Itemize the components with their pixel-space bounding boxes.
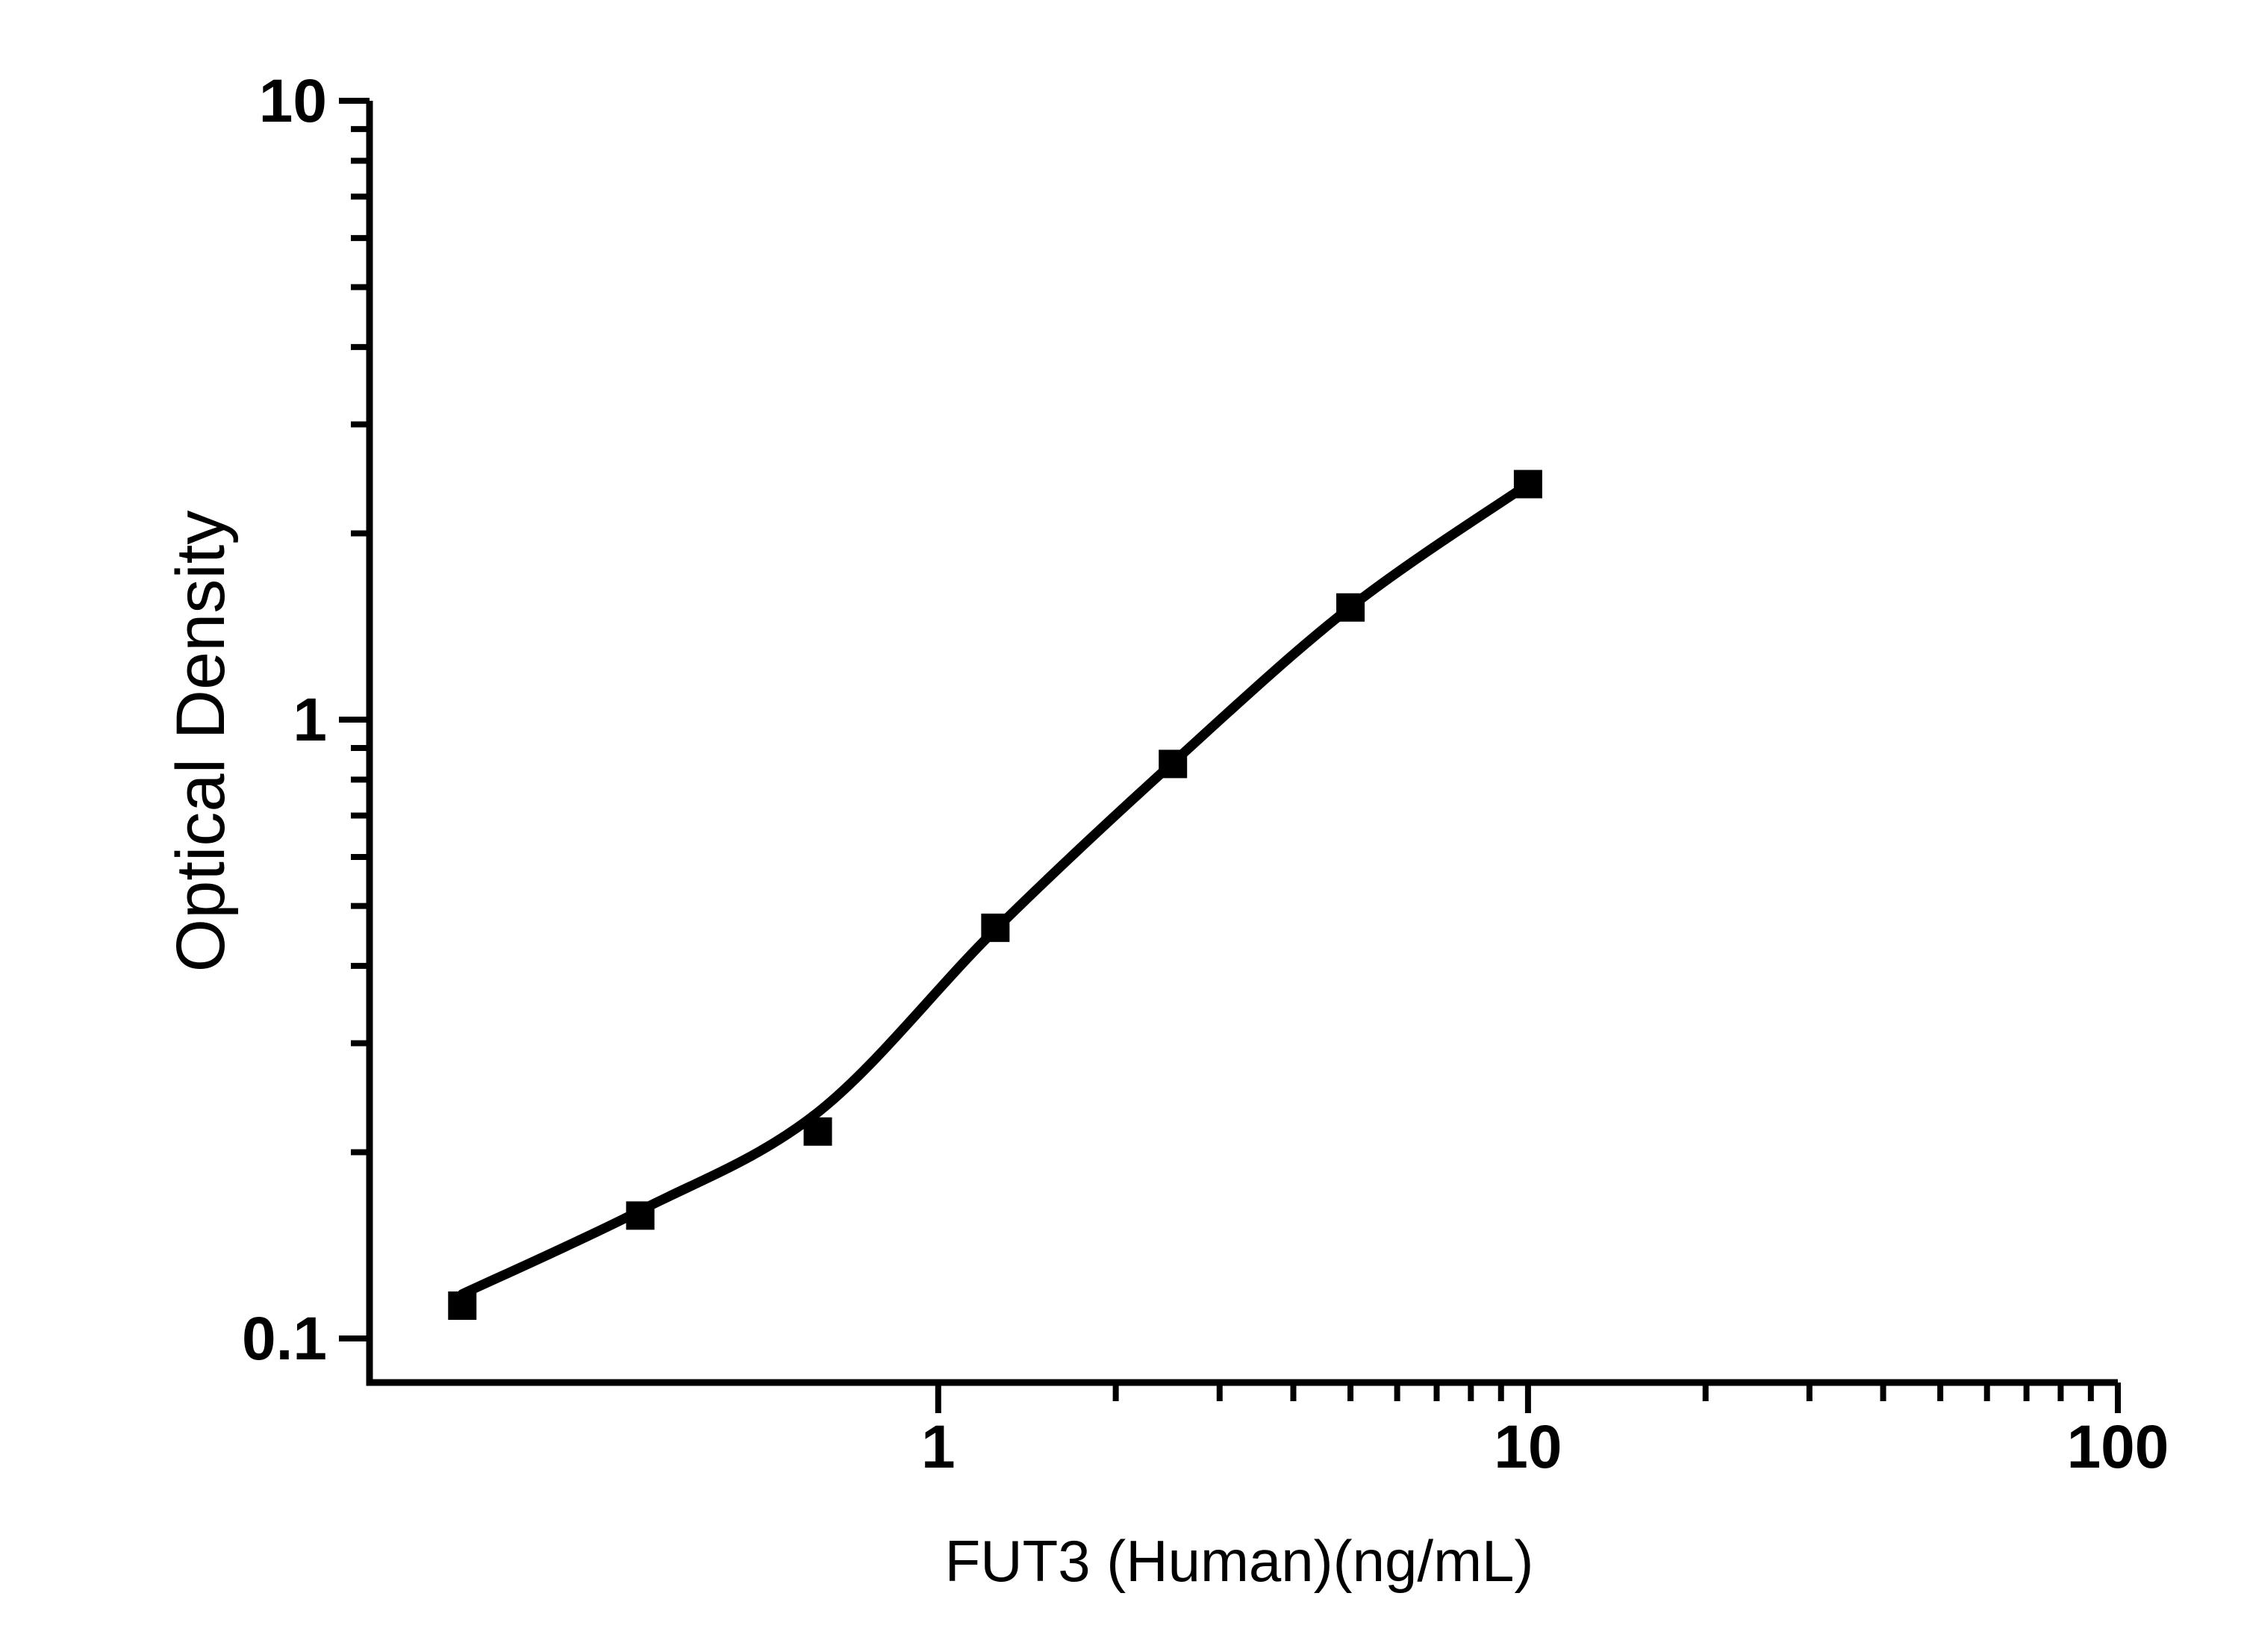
x-axis-title: FUT3 (Human)(ng/mL): [945, 1528, 1534, 1594]
data-point-marker: [1336, 593, 1365, 622]
y-axis-title: Optical Density: [163, 511, 239, 973]
x-tick-label: 1: [921, 1413, 956, 1481]
data-point-marker: [803, 1117, 832, 1146]
x-tick-label: 10: [1494, 1413, 1562, 1481]
data-point-marker: [626, 1201, 655, 1230]
data-point-marker: [448, 1291, 477, 1321]
x-tick-label: 100: [2067, 1413, 2169, 1481]
tick-label-layer: 1 10 100 0.1 1 10: [242, 67, 2169, 1481]
data-point-marker: [1513, 470, 1542, 499]
data-point-markers: [448, 470, 1542, 1321]
axes-spines: [366, 101, 2118, 1386]
data-point-marker: [981, 913, 1010, 942]
fit-curve: [457, 479, 1533, 1299]
y-tick-label: 0.1: [242, 1305, 327, 1373]
y-tick-label: 10: [259, 67, 327, 135]
y-tick-label: 1: [293, 686, 327, 754]
data-point-marker: [1159, 749, 1188, 779]
tick-layer: [339, 98, 2121, 1413]
